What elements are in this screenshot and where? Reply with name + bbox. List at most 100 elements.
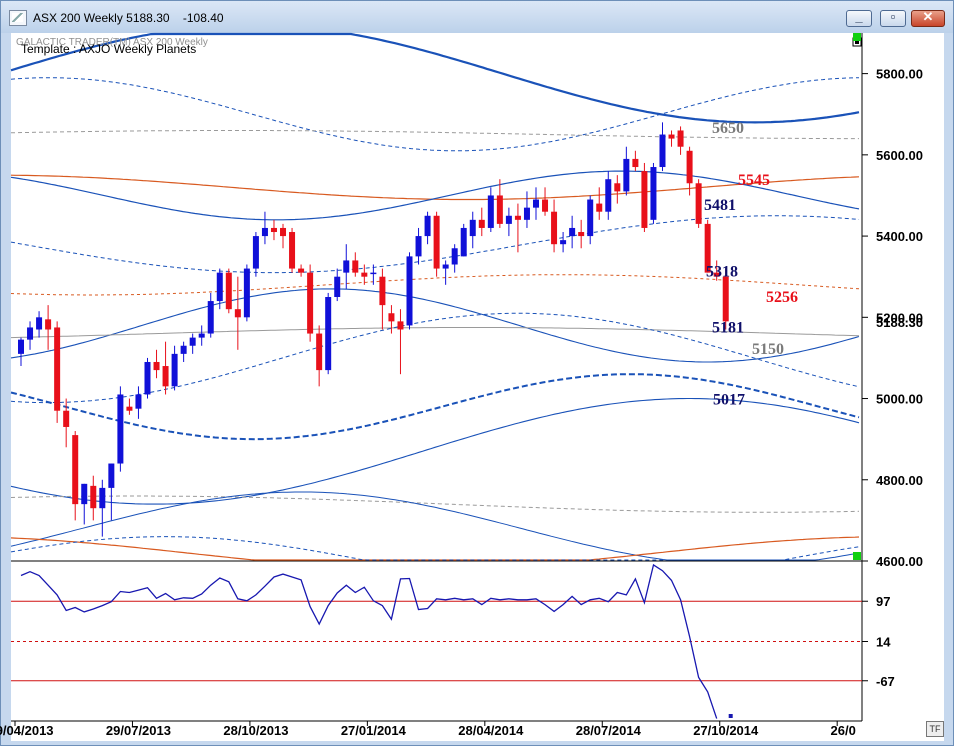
- candle-body: [560, 240, 567, 245]
- candle-body: [135, 394, 142, 409]
- candle: [36, 311, 43, 338]
- candle-body: [117, 394, 124, 464]
- planet-level-label: 5481: [704, 197, 736, 214]
- date-tick-label: 28/07/2014: [576, 723, 642, 738]
- candle: [325, 292, 332, 375]
- planet-curve-8: [10, 288, 860, 363]
- planet-lines: [10, 32, 860, 561]
- candle-body: [722, 276, 729, 322]
- candle: [54, 321, 61, 423]
- candle: [63, 398, 70, 448]
- planet-level-label: 5150: [752, 341, 784, 358]
- candle-body: [569, 227, 576, 237]
- candle-body: [189, 337, 196, 346]
- candle: [370, 264, 377, 285]
- candle-body: [325, 297, 332, 371]
- candle-body: [397, 321, 404, 330]
- candle-body: [614, 183, 621, 192]
- close-button[interactable]: ✕: [911, 9, 945, 27]
- oscillator-end-marker: [728, 714, 733, 718]
- candle: [298, 264, 305, 277]
- template-label: Template : AXJO Weekly Planets: [21, 42, 196, 56]
- candle: [451, 244, 458, 273]
- candle: [560, 232, 567, 253]
- candle-body: [623, 158, 630, 192]
- candle-body: [153, 361, 160, 371]
- timeframe-button[interactable]: TF: [926, 721, 944, 737]
- candle: [614, 175, 621, 204]
- candle-body: [180, 345, 187, 354]
- candle-body: [54, 327, 61, 411]
- candle-body: [415, 236, 422, 257]
- candle: [424, 211, 431, 245]
- candle: [289, 227, 296, 273]
- candle: [677, 126, 684, 155]
- planet-level-label: 5256: [766, 289, 798, 306]
- candle: [225, 268, 232, 314]
- candle-body: [659, 134, 666, 168]
- candle-body: [596, 203, 603, 212]
- candle-body: [451, 248, 458, 265]
- candle: [252, 232, 259, 277]
- candle-body: [650, 167, 657, 220]
- planet-curve-1: [10, 32, 860, 124]
- candle: [442, 260, 449, 285]
- candle: [280, 223, 287, 249]
- candle-body: [63, 410, 70, 427]
- candle: [569, 215, 576, 249]
- planet-curve-9: [10, 327, 860, 339]
- candle-body: [252, 236, 259, 269]
- candle-body: [505, 215, 512, 224]
- candle-body: [487, 195, 494, 228]
- candle-body: [587, 199, 594, 237]
- candle-body: [216, 272, 223, 302]
- candle-body: [207, 301, 214, 334]
- planet-curve-10: [10, 312, 860, 404]
- candle: [695, 179, 702, 228]
- candle: [478, 207, 485, 237]
- candle: [632, 150, 639, 172]
- candle-body: [406, 256, 413, 326]
- candle-body: [668, 134, 675, 139]
- panel-resize-handle-top[interactable]: [853, 33, 861, 41]
- price-change: -108.40: [182, 11, 224, 25]
- candle: [198, 325, 205, 346]
- candle-body: [270, 227, 277, 233]
- date-tick-label: 28/10/2013: [223, 723, 288, 738]
- watermark-text: GALACTIC TRADER(TM) ASX 200 Weekly: [16, 37, 208, 48]
- price-tick-label: 5200.00: [876, 310, 923, 325]
- candle-body: [442, 264, 449, 269]
- price-tick-label: 4800.00: [876, 473, 923, 488]
- candle: [587, 195, 594, 245]
- candle: [659, 122, 666, 172]
- candle: [668, 130, 675, 147]
- planet-level-label: 5017: [713, 392, 745, 409]
- candle: [496, 179, 503, 228]
- chart-window-icon: [9, 10, 27, 26]
- candle-body: [677, 130, 684, 147]
- minimize-button[interactable]: _: [846, 9, 872, 27]
- candle-body: [99, 487, 106, 509]
- candle-body: [542, 199, 549, 212]
- price-axis: 5800.00 5600.00 5400.00 5200.00 5000.00 4800.…: [862, 67, 923, 569]
- candle-body: [352, 260, 359, 273]
- candle-body: [686, 150, 693, 184]
- panel-toggle-dot: [855, 40, 859, 44]
- candle-body: [225, 272, 232, 310]
- candle-body: [578, 232, 585, 237]
- date-axis: 29/04/2013 29/07/2013 28/10/2013 27/01/2014…: [0, 721, 856, 738]
- candle-body: [523, 207, 530, 220]
- candle: [180, 341, 187, 362]
- restore-button[interactable]: ▫: [880, 9, 906, 27]
- title-bar[interactable]: ASX 200 Weekly 5188.30 -108.40 _ ▫ ✕: [1, 1, 953, 33]
- candle-body: [361, 272, 368, 277]
- candle-body: [478, 219, 485, 228]
- planet-curve-16: [10, 536, 860, 561]
- candle: [596, 187, 603, 220]
- candle: [551, 199, 558, 253]
- candle: [307, 264, 314, 342]
- panel-resize-handle[interactable]: [853, 552, 861, 560]
- candle: [135, 386, 142, 419]
- minimize-icon: _: [855, 9, 863, 24]
